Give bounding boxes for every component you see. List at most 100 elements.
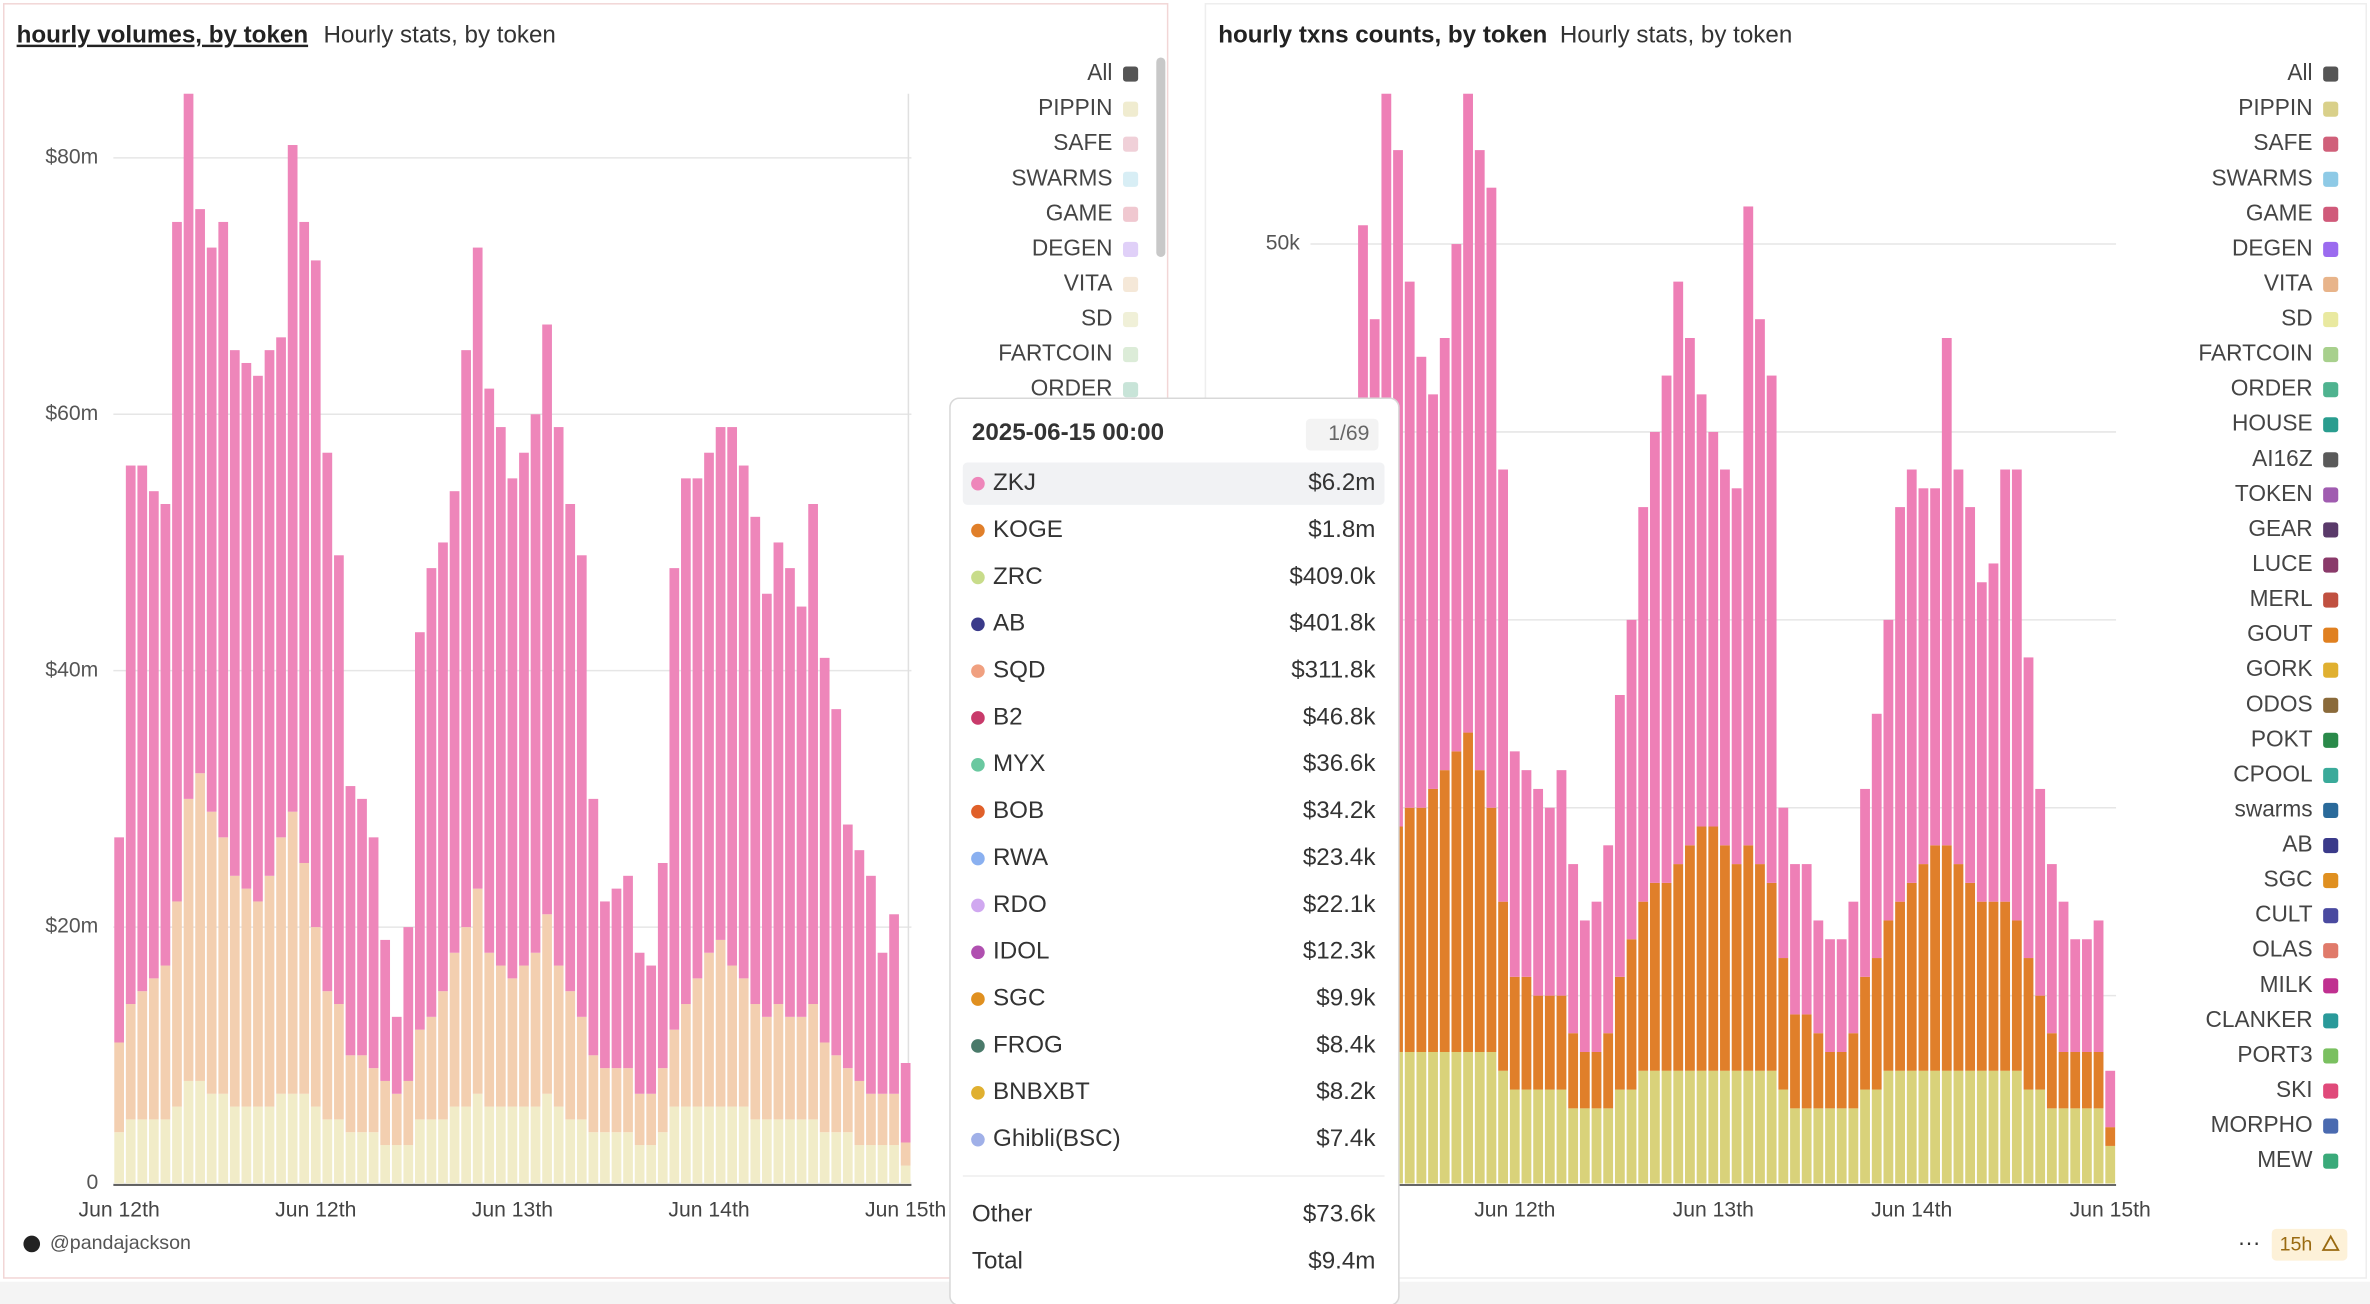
bar-segment	[1965, 507, 1976, 883]
legend-label[interactable]: SD	[1081, 305, 1112, 331]
legend-label[interactable]: SD	[2281, 305, 2312, 331]
legend-label[interactable]: SGC	[2263, 866, 2312, 892]
tooltip-value: $6.2m	[1308, 469, 1375, 496]
legend-swatch	[1123, 171, 1139, 187]
bar-segment	[530, 952, 541, 1107]
bar-segment	[1720, 469, 1730, 846]
bar-segment	[310, 260, 321, 928]
legend-label[interactable]: PIPPIN	[2238, 94, 2312, 120]
bar-segment	[1836, 1051, 1847, 1109]
legend-swatch	[2323, 767, 2339, 783]
legend-label[interactable]: SWARMS	[2211, 164, 2312, 190]
bar-segment	[1579, 920, 1590, 1052]
legend-label[interactable]: PORT3	[2237, 1041, 2312, 1067]
legend-label[interactable]: CPOOL	[2233, 760, 2312, 786]
legend-label[interactable]: GAME	[2246, 199, 2313, 225]
bar-segment	[1941, 845, 1952, 1071]
bar-segment	[1568, 1108, 1579, 1184]
legend-label[interactable]: PIPPIN	[1038, 94, 1112, 120]
tooltip-name: FROG	[993, 1031, 1063, 1058]
tooltip-dot	[971, 804, 985, 819]
bar-segment	[1521, 770, 1532, 977]
bar-segment	[310, 927, 321, 1107]
legend-label[interactable]: CULT	[2255, 901, 2313, 927]
legend-label[interactable]: GOUT	[2247, 620, 2313, 646]
bar-segment	[1836, 939, 1847, 1052]
bar-segment	[623, 1132, 633, 1184]
legend-label[interactable]: SKI	[2276, 1076, 2313, 1102]
bar-segment	[1591, 1108, 1602, 1184]
legend-label[interactable]: GAME	[1046, 199, 1113, 225]
author-handle[interactable]: @pandajackson	[50, 1232, 191, 1254]
bar-segment	[704, 1106, 714, 1184]
legend-label[interactable]: MORPHO	[2211, 1111, 2313, 1137]
legend-label[interactable]: VITA	[1064, 269, 1114, 295]
bar-segment	[750, 1004, 761, 1120]
bar-segment	[2070, 939, 2081, 1052]
legend-label[interactable]: CLANKER	[2206, 1006, 2313, 1032]
bar-segment	[634, 1145, 645, 1184]
y-tick-label: $20m	[45, 915, 98, 938]
bar-segment	[889, 914, 899, 1094]
legend-label[interactable]: All	[2287, 59, 2312, 85]
bar-segment	[1743, 1070, 1754, 1184]
legend-label[interactable]: HOUSE	[2232, 410, 2313, 436]
legend-label[interactable]: FARTCOIN	[998, 340, 1112, 366]
bar-segment	[241, 362, 252, 889]
more-menu[interactable]: ···	[2238, 1229, 2261, 1255]
tooltip-value: $9.9k	[1316, 985, 1376, 1012]
legend-swatch	[1123, 382, 1139, 398]
legend-label[interactable]: POKT	[2251, 725, 2313, 751]
bar-segment	[1953, 1070, 1964, 1184]
bar-segment	[2081, 1051, 2092, 1109]
legend-label[interactable]: ORDER	[2231, 375, 2313, 401]
x-tick-label: Jun 15th	[865, 1198, 946, 1221]
legend-label[interactable]: TOKEN	[2235, 480, 2313, 506]
legend-swatch	[2323, 1118, 2339, 1134]
bar-segment	[1988, 563, 1999, 902]
legend-label[interactable]: DEGEN	[2232, 234, 2313, 260]
legend-label[interactable]: GORK	[2246, 655, 2313, 681]
tooltip-value: $311.8k	[1291, 657, 1376, 684]
bar-segment	[1825, 939, 1835, 1052]
legend-label[interactable]: GEAR	[2248, 515, 2312, 541]
bar-segment	[1976, 582, 1987, 902]
bar-segment	[172, 1106, 182, 1184]
tooltip-name: MYX	[993, 750, 1045, 777]
legend-label[interactable]: AB	[2282, 831, 2312, 857]
legend-label[interactable]: OLAS	[2252, 936, 2312, 962]
bar-segment	[287, 1093, 298, 1184]
bar-segment	[461, 1106, 471, 1184]
legend-label[interactable]: SAFE	[2253, 129, 2312, 155]
tooltip-name: SQD	[993, 657, 1045, 684]
legend-label[interactable]: All	[1087, 59, 1112, 85]
bar-segment	[287, 811, 298, 1094]
bar-segment	[646, 1145, 657, 1184]
legend-label[interactable]: MILK	[2260, 971, 2313, 997]
bar-segment	[1871, 713, 1882, 959]
bar-segment	[854, 850, 865, 1081]
legend-label[interactable]: ODOS	[2246, 690, 2313, 716]
bar-segment	[669, 1106, 680, 1184]
legend-label[interactable]: ORDER	[1031, 375, 1113, 401]
bar-segment	[808, 1004, 818, 1120]
bar-segment	[1603, 845, 1614, 1034]
legend-label[interactable]: FARTCOIN	[2198, 340, 2312, 366]
tooltip-name: RDO	[993, 891, 1047, 918]
bar-segment	[507, 478, 518, 979]
bar-segment	[1486, 1051, 1497, 1184]
legend-label[interactable]: SWARMS	[1011, 164, 1112, 190]
legend-label[interactable]: AI16Z	[2252, 445, 2313, 471]
legend-label[interactable]: MERL	[2250, 585, 2313, 611]
legend-label[interactable]: MEW	[2257, 1146, 2313, 1172]
legend-label[interactable]: LUCE	[2252, 550, 2312, 576]
legend-label[interactable]: DEGEN	[1032, 234, 1113, 260]
legend-label[interactable]: swarms	[2235, 795, 2313, 821]
bar-segment	[125, 465, 136, 1005]
legend-label[interactable]: VITA	[2264, 269, 2314, 295]
legend-swatch	[2323, 557, 2339, 573]
legend-label[interactable]: SAFE	[1053, 129, 1112, 155]
bar-segment	[727, 427, 738, 966]
bar-segment	[900, 1165, 911, 1184]
